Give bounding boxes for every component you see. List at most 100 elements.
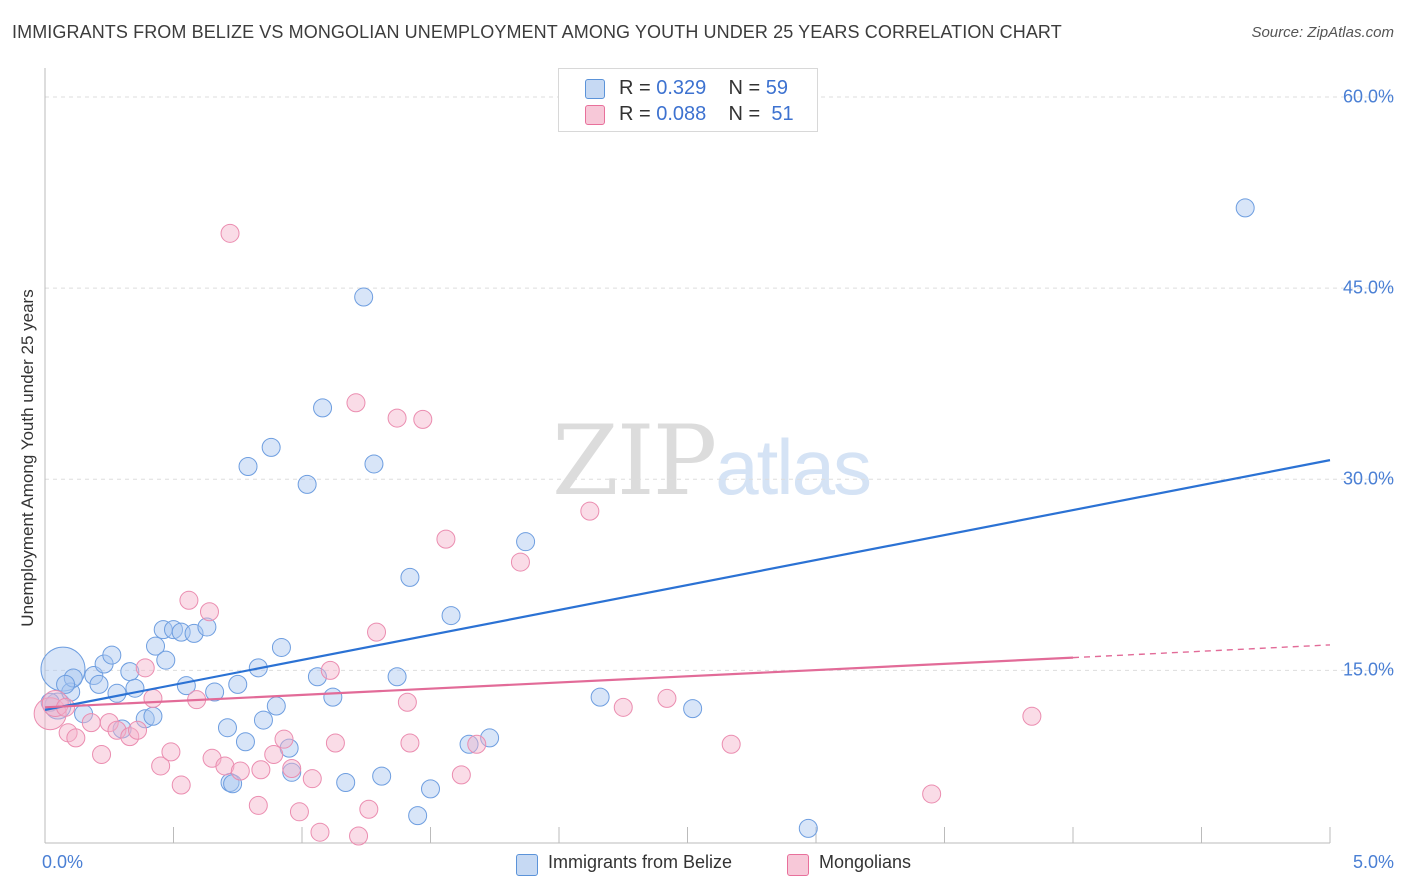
belize-point bbox=[1235, 198, 1255, 218]
x-tick-label: 0.0% bbox=[42, 852, 84, 872]
watermark-atlas: atlas bbox=[715, 423, 872, 511]
belize-point bbox=[89, 674, 109, 694]
belize-point bbox=[56, 674, 76, 694]
belize-point bbox=[421, 779, 440, 799]
y-axis-label: Unemployment Among Youth under 25 years bbox=[18, 289, 37, 627]
legend-swatch-blue bbox=[585, 79, 605, 99]
mongolian-point bbox=[220, 223, 240, 243]
belize-point bbox=[235, 732, 255, 752]
mongolian-point bbox=[264, 744, 284, 764]
x-tick-label: 5.0% bbox=[1352, 852, 1394, 872]
mongolian-point bbox=[302, 769, 322, 789]
y-tick-label: 45.0% bbox=[1342, 277, 1394, 298]
belize-point bbox=[372, 766, 392, 786]
mongolian-point bbox=[359, 799, 379, 819]
mongolian-point bbox=[349, 826, 369, 846]
mongolian-point bbox=[199, 602, 219, 622]
belize-point bbox=[135, 709, 155, 729]
belize-point bbox=[683, 699, 703, 719]
source-label: Source: ZipAtlas.com bbox=[1251, 24, 1394, 41]
belize-point bbox=[323, 687, 343, 707]
mongolian-point bbox=[310, 822, 330, 842]
belize-point bbox=[336, 773, 356, 793]
trend-line bbox=[44, 459, 1331, 711]
belize-point bbox=[146, 636, 166, 656]
belize-point bbox=[313, 398, 333, 418]
belize-point bbox=[107, 683, 127, 703]
belize-point bbox=[266, 696, 286, 716]
legend-text: R = 0.088 N = 51 bbox=[619, 103, 794, 125]
mongolian-point bbox=[92, 744, 112, 764]
belize-point bbox=[102, 645, 122, 665]
belize-point bbox=[228, 674, 248, 694]
mongolian-point bbox=[467, 734, 487, 754]
legend-label: Immigrants from Belize bbox=[548, 852, 733, 872]
trend-line-extension bbox=[1072, 644, 1331, 659]
belize-point bbox=[271, 637, 291, 657]
belize-point bbox=[197, 617, 217, 637]
watermark: ZIPatlas bbox=[552, 405, 872, 517]
mongolian-point bbox=[451, 765, 471, 785]
mongolian-point bbox=[120, 727, 140, 747]
mongolian-point bbox=[161, 742, 181, 762]
chart-title: IMMIGRANTS FROM BELIZE VS MONGOLIAN UNEM… bbox=[12, 22, 1062, 42]
belize-point bbox=[459, 734, 479, 754]
mongolian-point bbox=[81, 713, 101, 733]
r-value: 0.088 bbox=[656, 103, 707, 125]
n-value: 59 bbox=[765, 77, 789, 99]
belize-point bbox=[217, 718, 237, 738]
legend-swatch-pink bbox=[787, 854, 809, 876]
watermark-zip: ZIP bbox=[552, 405, 717, 517]
belize-point bbox=[400, 567, 420, 587]
mongolian-point bbox=[251, 760, 271, 780]
mongolian-point bbox=[128, 720, 148, 740]
legend-label: Mongolians bbox=[819, 852, 912, 872]
belize-point bbox=[205, 682, 225, 702]
mongolian-point bbox=[613, 697, 633, 717]
belize-point bbox=[238, 457, 258, 477]
belize-point bbox=[156, 650, 176, 670]
mongolian-point bbox=[510, 552, 530, 572]
trend-line bbox=[44, 656, 1074, 709]
mongolian-point bbox=[135, 658, 155, 678]
belize-point bbox=[253, 710, 273, 730]
legend-swatch-blue bbox=[516, 854, 538, 876]
belize-point bbox=[164, 620, 183, 640]
belize-point bbox=[354, 287, 374, 307]
mongolian-point bbox=[413, 409, 433, 429]
mongolian-point bbox=[99, 713, 119, 733]
belize-point bbox=[798, 818, 818, 838]
belize-point bbox=[63, 668, 83, 688]
mongolian-point bbox=[400, 733, 420, 753]
mongolian-point bbox=[436, 529, 456, 549]
mongolian-point bbox=[387, 408, 407, 428]
belize-point bbox=[143, 706, 163, 726]
mongolian-point bbox=[248, 795, 268, 815]
y-tick-label: 30.0% bbox=[1342, 468, 1394, 489]
legend-swatch-pink bbox=[585, 105, 605, 125]
mongolian-point bbox=[721, 734, 741, 754]
mongolian-point bbox=[580, 501, 600, 521]
belize-point bbox=[516, 532, 536, 552]
mongolian-point bbox=[143, 688, 163, 708]
mongolian-point bbox=[397, 692, 417, 712]
mongolian-point bbox=[151, 756, 171, 776]
stats-legend: R = 0.329 N = 59 R = 0.088 N = 51 bbox=[558, 68, 818, 132]
belize-point bbox=[364, 454, 384, 474]
mongolian-point bbox=[657, 688, 677, 708]
belize-point bbox=[408, 806, 428, 826]
mongolian-point bbox=[230, 761, 250, 781]
n-value: 51 bbox=[771, 103, 794, 125]
mongolian-point bbox=[367, 622, 387, 642]
belize-point bbox=[590, 687, 610, 707]
belize-point bbox=[261, 437, 281, 457]
mongolian-point bbox=[171, 775, 191, 795]
mongolian-point bbox=[289, 802, 309, 822]
mongolian-point bbox=[179, 590, 199, 610]
mongolian-point bbox=[66, 728, 86, 748]
mongolian-point bbox=[274, 729, 294, 749]
belize-point bbox=[297, 474, 317, 494]
r-value: 0.329 bbox=[656, 77, 707, 99]
mongolian-point bbox=[320, 660, 340, 680]
